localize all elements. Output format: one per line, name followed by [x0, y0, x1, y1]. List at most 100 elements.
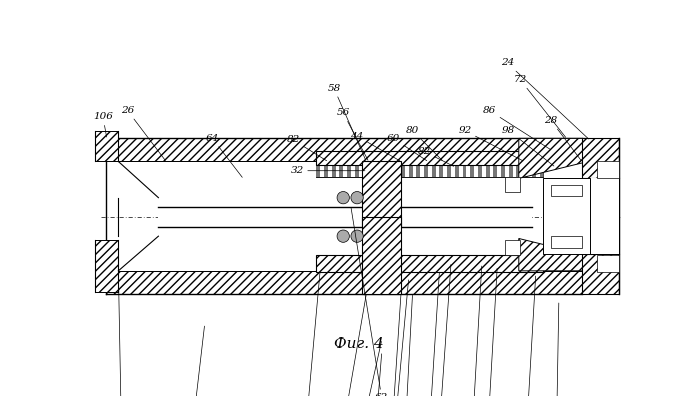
Bar	[401, 162, 405, 177]
Circle shape	[351, 192, 363, 204]
Text: 80: 80	[406, 126, 442, 160]
Bar	[106, 138, 582, 162]
Text: 56: 56	[337, 109, 368, 160]
Bar	[401, 257, 405, 271]
Text: 26: 26	[121, 106, 165, 160]
Text: 44: 44	[350, 131, 400, 161]
Text: 106: 106	[93, 112, 113, 137]
Bar	[501, 162, 505, 177]
Text: 80: 80	[418, 265, 451, 396]
Bar	[532, 162, 535, 177]
Text: 84: 84	[408, 272, 440, 396]
Bar	[417, 162, 420, 177]
Bar	[463, 257, 466, 271]
Text: 58: 58	[296, 295, 366, 396]
Text: Фиг. 4: Фиг. 4	[333, 337, 384, 351]
Bar	[409, 257, 412, 271]
Bar	[598, 255, 619, 272]
Text: 72: 72	[514, 75, 565, 137]
Text: 64: 64	[206, 134, 243, 177]
Bar	[386, 257, 389, 271]
Text: 78: 78	[296, 341, 382, 396]
Bar	[505, 177, 520, 192]
Bar	[582, 138, 619, 294]
Bar	[447, 162, 451, 177]
Bar	[524, 257, 528, 271]
Text: 80: 80	[281, 272, 320, 396]
Bar	[486, 257, 489, 271]
Bar	[95, 240, 118, 292]
Bar	[517, 257, 520, 271]
Bar	[551, 236, 582, 248]
Text: 66: 66	[117, 272, 131, 396]
Text: 70: 70	[454, 266, 482, 396]
Text: 44: 44	[368, 295, 401, 396]
Bar	[424, 162, 428, 177]
Bar	[432, 162, 435, 177]
Bar	[340, 257, 343, 271]
Bar	[106, 271, 582, 294]
Bar	[432, 257, 435, 271]
Circle shape	[337, 230, 350, 242]
Bar	[331, 162, 336, 177]
Text: 72: 72	[545, 303, 559, 396]
Bar	[316, 257, 543, 271]
Bar	[347, 257, 351, 271]
Bar	[463, 162, 466, 177]
Bar	[363, 162, 401, 227]
Bar	[340, 162, 343, 177]
Bar	[478, 162, 482, 177]
Text: 92: 92	[459, 126, 523, 161]
Text: 62: 62	[351, 208, 389, 396]
Bar	[316, 162, 543, 177]
Polygon shape	[519, 238, 588, 271]
Bar	[363, 257, 366, 271]
Text: 86: 86	[483, 106, 550, 149]
Bar	[509, 162, 512, 177]
Bar	[517, 162, 520, 177]
Bar	[540, 257, 543, 271]
Bar	[347, 162, 351, 177]
Bar	[540, 162, 543, 177]
Bar	[478, 257, 482, 271]
Bar	[455, 257, 459, 271]
Bar	[394, 162, 397, 177]
Bar	[455, 162, 459, 177]
Bar	[470, 162, 474, 177]
Text: 74: 74	[159, 326, 205, 396]
Bar	[378, 257, 382, 271]
Bar	[551, 185, 582, 196]
Bar	[409, 162, 412, 177]
Text: 32: 32	[290, 166, 365, 175]
Text: 90: 90	[469, 268, 497, 396]
Bar	[355, 257, 359, 271]
Bar	[355, 162, 359, 177]
Bar	[532, 257, 535, 271]
Bar	[470, 257, 474, 271]
Bar	[424, 257, 428, 271]
Bar	[316, 255, 543, 272]
Bar	[501, 257, 505, 271]
Polygon shape	[519, 138, 588, 179]
Bar	[363, 162, 366, 177]
Circle shape	[351, 230, 363, 242]
Bar	[440, 162, 443, 177]
Circle shape	[337, 192, 350, 204]
Bar	[509, 257, 512, 271]
Bar	[159, 207, 532, 227]
Text: 68: 68	[509, 276, 535, 396]
Bar	[370, 162, 374, 177]
Bar	[378, 162, 382, 177]
Bar	[370, 257, 374, 271]
Bar	[505, 240, 520, 255]
Bar	[524, 162, 528, 177]
Text: 24: 24	[500, 59, 589, 139]
Bar	[447, 257, 451, 271]
Bar	[543, 179, 590, 254]
Bar	[386, 162, 389, 177]
Bar	[394, 257, 397, 271]
Bar	[316, 257, 320, 271]
Text: 56: 56	[366, 280, 408, 396]
Bar	[582, 179, 619, 254]
Text: 98: 98	[502, 126, 554, 166]
